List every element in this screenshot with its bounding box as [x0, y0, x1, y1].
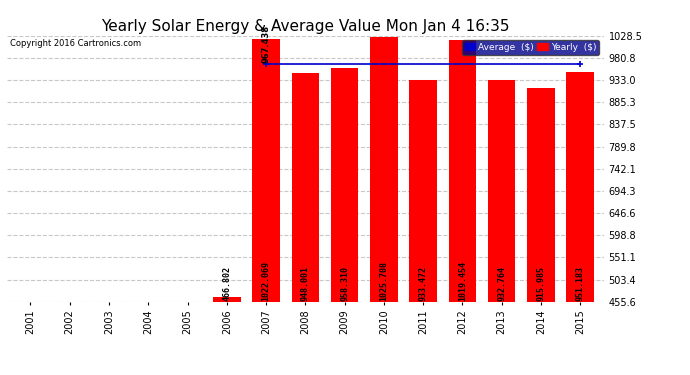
Text: 932.764: 932.764 [497, 266, 506, 301]
Bar [370, 37, 397, 302]
Title: Yearly Solar Energy & Average Value Mon Jan 4 16:35: Yearly Solar Energy & Average Value Mon … [101, 20, 510, 34]
Bar [448, 40, 476, 302]
Text: 1019.454: 1019.454 [458, 261, 467, 301]
Bar [409, 80, 437, 302]
Text: 915.985: 915.985 [536, 266, 545, 301]
Text: 1022.069: 1022.069 [262, 261, 270, 301]
Text: Copyright 2016 Cartronics.com: Copyright 2016 Cartronics.com [10, 39, 141, 48]
Text: 948.001: 948.001 [301, 266, 310, 301]
Bar [292, 73, 319, 302]
Bar [253, 39, 280, 302]
Text: 466.802: 466.802 [222, 266, 231, 301]
Text: 951.183: 951.183 [575, 266, 584, 301]
Bar [331, 68, 358, 302]
Text: 967.438: 967.438 [262, 25, 270, 63]
Bar [213, 297, 241, 302]
Text: 933.472: 933.472 [419, 266, 428, 301]
Text: 1025.708: 1025.708 [380, 261, 388, 301]
Legend: Average  ($), Yearly  ($): Average ($), Yearly ($) [462, 40, 599, 54]
Bar [527, 88, 555, 302]
Text: 958.310: 958.310 [340, 266, 349, 301]
Bar [566, 72, 594, 302]
Bar [488, 80, 515, 302]
